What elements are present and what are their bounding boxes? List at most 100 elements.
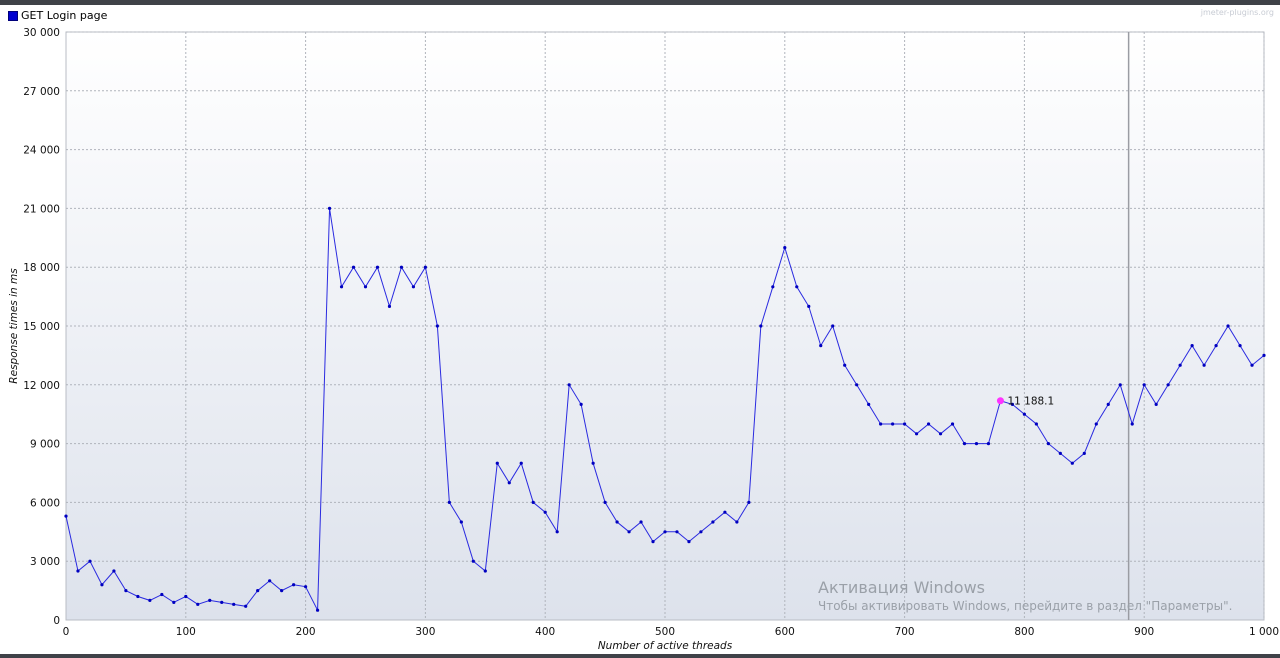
- data-point: [855, 383, 859, 387]
- data-point: [711, 520, 715, 524]
- x-tick-label: 1 000: [1249, 626, 1279, 638]
- data-point: [1082, 451, 1086, 455]
- legend-label: GET Login page: [21, 9, 108, 22]
- data-point: [315, 608, 320, 612]
- data-point: [160, 592, 164, 597]
- data-point: [675, 530, 679, 534]
- y-tick-label: 21 000: [23, 203, 60, 215]
- x-tick-label: 900: [1134, 626, 1154, 638]
- data-point: [208, 598, 212, 603]
- data-point: [124, 589, 128, 593]
- data-point: [699, 530, 703, 534]
- data-point: [531, 500, 535, 504]
- data-point: [507, 481, 511, 485]
- data-point: [447, 500, 451, 504]
- grid: [66, 31, 1265, 620]
- data-point: [1046, 442, 1050, 446]
- data-point: [112, 569, 116, 573]
- data-point: [1226, 324, 1230, 328]
- data-point: [1070, 461, 1074, 465]
- data-point: [867, 402, 871, 406]
- data-point: [76, 569, 80, 573]
- hover-marker: 11 188.1: [996, 396, 1054, 408]
- data-point: [136, 594, 140, 599]
- data-point: [555, 530, 559, 534]
- data-point: [483, 569, 487, 573]
- data-point: [795, 285, 799, 289]
- data-point: [543, 510, 547, 514]
- data-point: [687, 540, 691, 544]
- windows-activation-title: Активация Windows: [818, 578, 985, 597]
- data-point: [1214, 344, 1218, 348]
- data-point: [938, 432, 943, 436]
- data-point: [280, 589, 284, 593]
- data-point: [1238, 344, 1242, 348]
- data-point: [411, 285, 416, 289]
- x-axis-label: Number of active threads: [598, 640, 733, 652]
- data-point: [819, 344, 823, 348]
- data-point: [435, 324, 439, 328]
- data-point: [268, 579, 272, 583]
- data-point: [759, 324, 763, 328]
- x-tick-label: 600: [775, 626, 795, 638]
- data-point: [292, 583, 296, 587]
- data-point: [1058, 451, 1062, 455]
- data-point: [783, 246, 787, 250]
- x-tick-label: 0: [63, 626, 70, 638]
- x-tick-label: 800: [1014, 626, 1034, 638]
- data-point: [196, 602, 200, 606]
- data-point: [232, 602, 236, 606]
- legend-swatch: [8, 10, 18, 21]
- x-tick-label: 200: [296, 626, 316, 638]
- data-point: [567, 383, 571, 387]
- data-point: [615, 520, 619, 524]
- y-tick-label: 0: [53, 615, 60, 627]
- data-point: [64, 514, 68, 518]
- x-tick-label: 400: [535, 626, 555, 638]
- data-point: [914, 432, 919, 436]
- data-point: [100, 583, 104, 587]
- y-tick-label: 15 000: [23, 321, 60, 333]
- y-tick-label: 27 000: [23, 86, 60, 98]
- data-point: [327, 206, 332, 210]
- data-point: [950, 422, 955, 426]
- data-point: [639, 520, 643, 524]
- y-tick-label: 3 000: [30, 556, 60, 568]
- data-point: [591, 461, 595, 465]
- hover-value-label: 11 188.1: [1007, 396, 1054, 408]
- y-tick-label: 30 000: [23, 27, 60, 39]
- data-point: [1154, 402, 1158, 406]
- data-point: [519, 461, 523, 465]
- y-tick-label: 24 000: [23, 145, 60, 157]
- data-point: [423, 265, 427, 269]
- y-tick-label: 6 000: [30, 497, 60, 509]
- data-point: [663, 530, 667, 534]
- data-point: [148, 598, 152, 603]
- y-tick-label: 9 000: [30, 439, 60, 451]
- data-point: [903, 422, 907, 426]
- hover-point: [996, 397, 1004, 405]
- windows-activation-watermark: Активация Windows Чтобы активировать Win…: [818, 578, 1232, 613]
- data-point: [184, 594, 188, 599]
- data-point: [651, 540, 655, 544]
- x-tick-label: 500: [655, 626, 675, 638]
- data-point: [1106, 402, 1110, 406]
- data-point: [220, 600, 224, 604]
- windows-activation-subtitle: Чтобы активировать Windows, перейдите в …: [818, 599, 1233, 613]
- data-point: [495, 461, 499, 465]
- y-axis-ticks: 0 3 000 6 000 9 000 12 000 15 000 18 000 21 000…: [23, 27, 60, 627]
- data-point: [1130, 422, 1134, 426]
- data-point: [771, 285, 775, 289]
- data-point: [747, 500, 751, 504]
- data-point: [375, 265, 380, 269]
- y-tick-label: 18 000: [23, 262, 60, 274]
- x-tick-label: 700: [895, 626, 915, 638]
- data-point: [1010, 402, 1015, 406]
- data-point: [627, 530, 631, 534]
- data-point: [1034, 422, 1038, 426]
- data-point: [986, 442, 991, 446]
- data-point: [1202, 363, 1206, 367]
- data-point: [831, 324, 835, 328]
- data-point: [1118, 383, 1122, 387]
